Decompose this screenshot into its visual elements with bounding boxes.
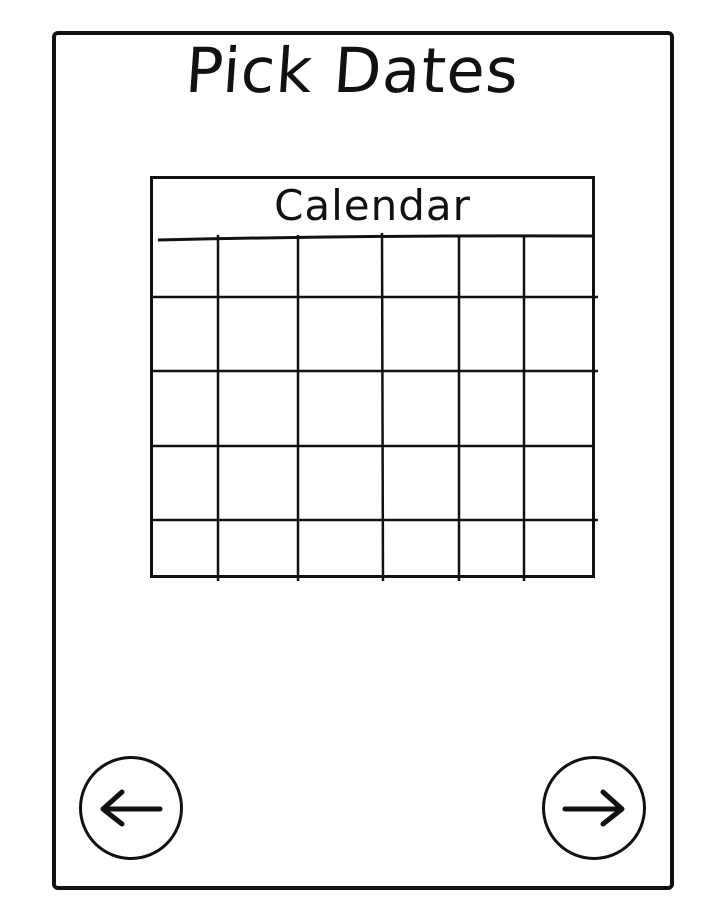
next-button[interactable] xyxy=(542,756,646,860)
calendar-title: Calendar xyxy=(274,181,471,230)
back-button[interactable] xyxy=(79,756,183,860)
arrow-right-icon xyxy=(562,789,625,827)
calendar: Calendar xyxy=(150,176,598,581)
calendar-column-line xyxy=(380,232,385,581)
calendar-grid xyxy=(153,232,598,581)
arrow-left-icon xyxy=(100,789,163,827)
page-title: Pick Dates xyxy=(183,34,522,107)
calendar-header-divider xyxy=(157,234,596,242)
